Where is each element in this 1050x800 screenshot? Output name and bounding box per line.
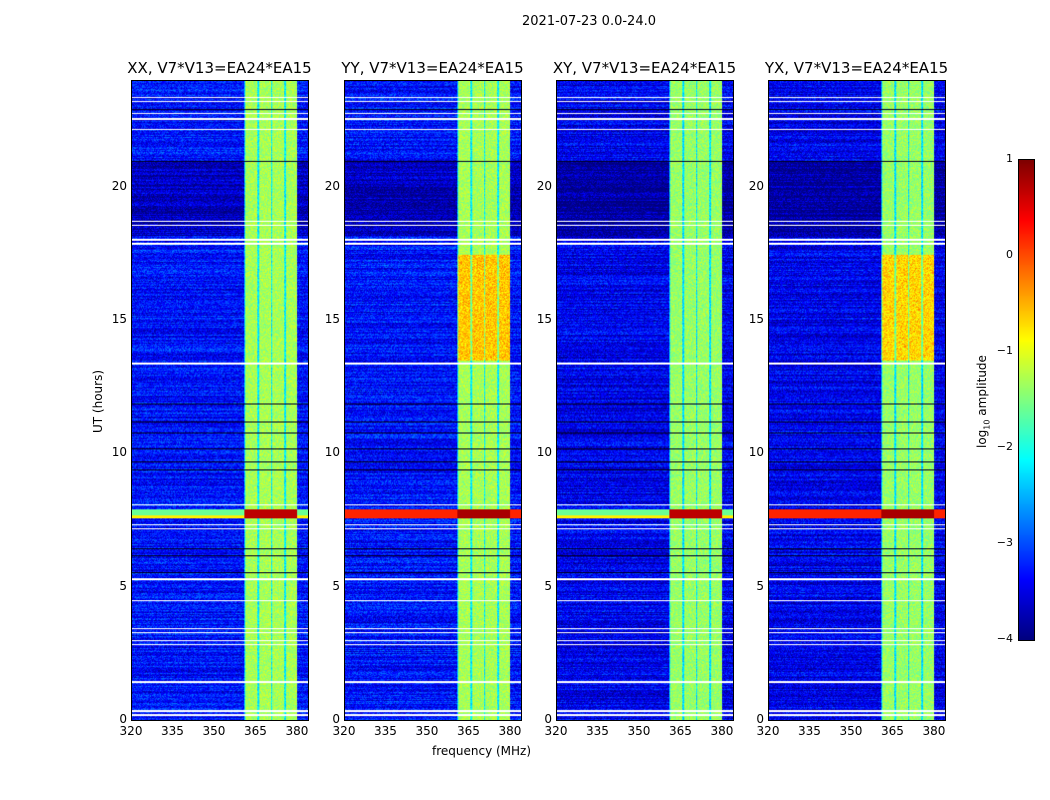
panel-title: YX, V7*V13=EA24*EA15 (764, 59, 949, 77)
y-tick-label: 0 (756, 712, 764, 726)
y-tick-label: 15 (111, 312, 127, 326)
colorbar-tick-label: −1 (996, 344, 1013, 357)
y-tick-label: 10 (536, 445, 552, 460)
x-tick-label: 335 (374, 724, 397, 738)
y-tick-label: 5 (119, 578, 127, 593)
x-tick-label: 365 (457, 724, 480, 738)
colorbar-tick-label: 1 (1006, 152, 1013, 165)
spectrogram-panel-3 (768, 80, 946, 721)
x-tick-label: 380 (922, 724, 946, 738)
y-tick-label: 5 (756, 578, 764, 593)
x-axis-label: frequency (MHz) (432, 744, 532, 758)
y-tick-label: 0 (332, 712, 340, 726)
x-tick-label: 335 (161, 724, 184, 738)
y-tick-label: 20 (324, 178, 340, 193)
x-tick-label: 350 (627, 724, 651, 738)
y-tick-label: 15 (536, 312, 552, 326)
x-tick-label: 365 (881, 724, 904, 738)
x-tick-label: 335 (586, 724, 609, 738)
y-axis-label: UT (hours) (91, 369, 105, 433)
y-tick-label: 5 (332, 578, 340, 593)
x-tick-label: 365 (244, 724, 267, 738)
y-tick-label: 20 (536, 178, 552, 193)
x-tick-label: 380 (285, 724, 309, 738)
spectrogram-panel-2 (556, 80, 734, 721)
y-tick-label: 15 (748, 312, 764, 326)
y-tick-label: 20 (748, 178, 764, 193)
x-tick-label: 380 (710, 724, 734, 738)
colorbar-tick-label: −3 (996, 536, 1013, 549)
figure-title: 2021-07-23 0.0-24.0 (522, 14, 656, 29)
colorbar-tick-label: 0 (1006, 248, 1013, 261)
heatmap-cells (132, 81, 308, 720)
x-tick-label: 380 (498, 724, 522, 738)
y-tick-label: 0 (119, 712, 127, 726)
x-tick-label: 320 (756, 724, 780, 738)
colorbar-tick-label: −2 (996, 440, 1013, 453)
panel-title: XY, V7*V13=EA24*EA15 (552, 59, 737, 77)
x-tick-label: 320 (544, 724, 568, 738)
y-tick-label: 20 (111, 178, 127, 193)
x-tick-label: 350 (202, 724, 226, 738)
colorbar (1018, 159, 1035, 641)
colorbar-label: log10 amplitude (975, 355, 992, 448)
x-tick-label: 335 (798, 724, 821, 738)
spectrogram-panel-0 (131, 80, 309, 721)
x-tick-label: 320 (119, 724, 143, 738)
y-tick-label: 10 (324, 445, 340, 460)
x-tick-label: 350 (415, 724, 439, 738)
heatmap-cells (769, 81, 945, 720)
y-tick-label: 10 (748, 445, 764, 460)
y-tick-label: 5 (544, 578, 552, 593)
x-tick-label: 365 (669, 724, 692, 738)
spectrogram-panel-1 (344, 80, 522, 721)
x-tick-label: 320 (332, 724, 356, 738)
y-tick-label: 15 (324, 312, 340, 326)
y-tick-label: 10 (111, 445, 127, 460)
x-tick-label: 350 (839, 724, 863, 738)
heatmap-cells (345, 81, 521, 720)
heatmap-cells (557, 81, 733, 720)
y-tick-label: 0 (544, 712, 552, 726)
panel-title: XX, V7*V13=EA24*EA15 (127, 59, 312, 77)
panel-title: YY, V7*V13=EA24*EA15 (341, 59, 524, 77)
colorbar-tick-label: −4 (996, 632, 1013, 645)
